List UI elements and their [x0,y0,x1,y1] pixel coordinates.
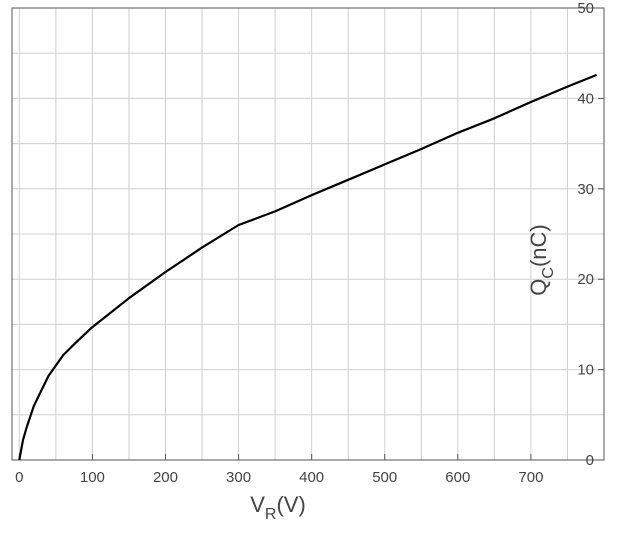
y-axis-title-subscript: C [540,267,557,279]
series-layer [18,73,598,461]
y-axis-ticks: 0 10 20 30 40 50 [577,0,604,469]
x-tick-label: 0 [15,469,23,486]
x-axis-title-units: (V) [276,492,305,517]
series-line [18,73,598,461]
y-axis-title-main: Q [526,279,551,296]
y-tick-label: 0 [586,452,594,469]
x-tick-label: 700 [518,469,543,486]
x-tick-label: 100 [80,469,105,486]
y-tick-label: 30 [577,181,594,198]
x-tick-label: 600 [445,469,470,486]
y-tick-label: 40 [577,90,594,107]
x-tick-label: 200 [153,469,178,486]
x-tick-label: 500 [372,469,397,486]
plot-frame [11,7,605,461]
y-tick-label: 20 [577,271,594,288]
y-axis-title: QC(nC) [526,224,557,295]
x-axis-title: VR(V) [250,492,306,523]
y-axis-title-units: (nC) [526,224,551,267]
x-tick-label: 300 [226,469,251,486]
x-axis-ticks: 0 100 200 300 400 500 600 700 [15,454,543,486]
y-tick-label: 10 [577,362,594,379]
y-tick-label: 50 [577,0,594,17]
x-tick-label: 400 [299,469,324,486]
x-axis-title-main: V [250,492,265,517]
x-axis-title-subscript: R [265,506,277,523]
